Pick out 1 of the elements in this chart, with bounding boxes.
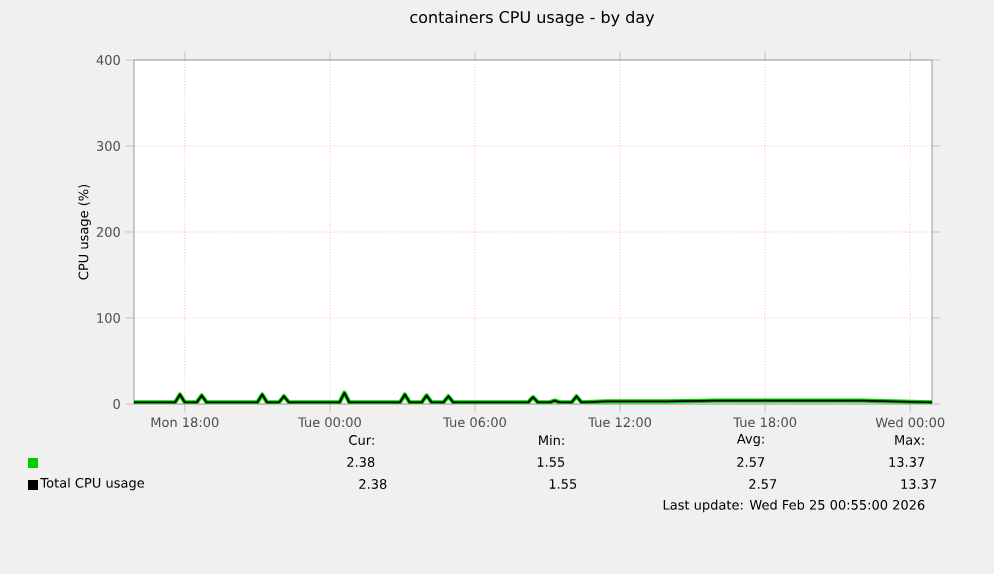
- chart-title: containers CPU usage - by day: [410, 10, 655, 27]
